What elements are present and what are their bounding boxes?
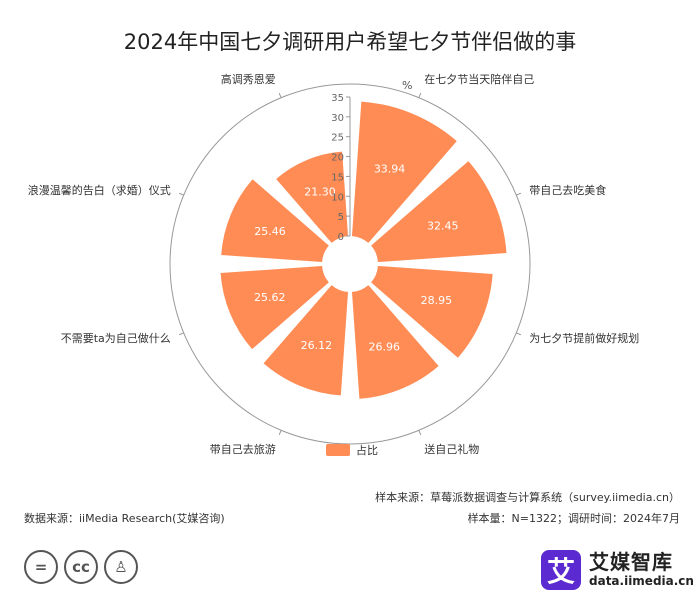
brand-logo: 艾 <box>541 550 581 590</box>
sample-meta-text: 样本量：N=1322；调研时间：2024年7月 <box>467 512 680 525</box>
category-label-4: 带自己去旅游 <box>210 442 276 456</box>
value-label-6: 25.46 <box>254 225 286 238</box>
radius-tick-label-7: 35 <box>331 93 344 104</box>
bar-1 <box>371 161 507 263</box>
legend[interactable]: 占比 <box>326 442 378 458</box>
radius-tick-label-0: 0 <box>338 232 344 243</box>
value-label-5: 25.62 <box>254 291 286 304</box>
legend-label: 占比 <box>356 444 378 457</box>
category-label-6: 浪漫温馨的告白（求婚）仪式 <box>28 183 171 197</box>
category-tick-3 <box>418 430 422 436</box>
sample-source-text: 样本来源：草莓派数据调查与计算系统（survey.iimedia.cn） <box>375 491 680 504</box>
category-label-7: 高调秀恩爱 <box>221 72 276 86</box>
category-tick-7 <box>278 92 282 98</box>
bar-2 <box>371 265 493 358</box>
brand-url: data.iimedia.cn <box>589 574 694 588</box>
cc-icon: cc <box>64 550 98 584</box>
category-tick-4 <box>278 430 282 436</box>
category-tick-2 <box>516 332 522 336</box>
category-label-1: 带自己去吃美食 <box>529 183 606 197</box>
radius-unit-label: % <box>402 79 412 92</box>
legend-swatch <box>326 444 350 456</box>
category-label-0: 在七夕节当天陪伴自己 <box>424 72 534 86</box>
bar-3 <box>351 285 439 399</box>
radius-tick-label-5: 25 <box>331 133 344 144</box>
angle-axis-circle <box>169 83 531 445</box>
chart-title: 2024年中国七夕调研用户希望七夕节伴侣做的事 <box>123 30 577 54</box>
bar-4 <box>263 285 349 396</box>
person-icon: ♙ <box>104 550 138 584</box>
value-label-3: 26.96 <box>369 341 401 354</box>
bar-5 <box>220 265 329 350</box>
radius-tick-label-4: 20 <box>331 153 344 164</box>
category-label-3: 送自己礼物 <box>424 442 479 456</box>
radius-tick-label-2: 10 <box>331 192 344 203</box>
radius-tick-label-6: 30 <box>331 113 344 124</box>
bar-0 <box>351 101 457 243</box>
value-label-7: 21.30 <box>304 186 336 199</box>
category-tick-5 <box>178 332 184 336</box>
brand-name: 艾媒智库 <box>589 550 673 574</box>
license-badges: = cc ♙ <box>24 550 138 584</box>
equals-icon: = <box>24 550 58 584</box>
value-label-1: 32.45 <box>427 220 459 233</box>
radius-tick-label-1: 5 <box>338 212 344 223</box>
value-label-2: 28.95 <box>421 294 453 307</box>
category-label-2: 为七夕节提前做好规划 <box>529 331 639 345</box>
data-source-text: 数据来源：iiMedia Research(艾媒咨询) <box>24 512 225 525</box>
bar-6 <box>221 179 329 263</box>
value-label-4: 26.12 <box>301 339 333 352</box>
brand-block: 艾 艾媒智库 data.iimedia.cn <box>541 550 694 590</box>
category-tick-0 <box>418 92 422 98</box>
category-tick-6 <box>178 192 184 196</box>
category-tick-1 <box>516 192 522 196</box>
category-label-5: 不需要ta为自己做什么 <box>61 331 171 345</box>
radius-tick-label-3: 15 <box>331 172 344 183</box>
value-label-0: 33.94 <box>374 162 406 175</box>
bar-7 <box>276 151 349 243</box>
